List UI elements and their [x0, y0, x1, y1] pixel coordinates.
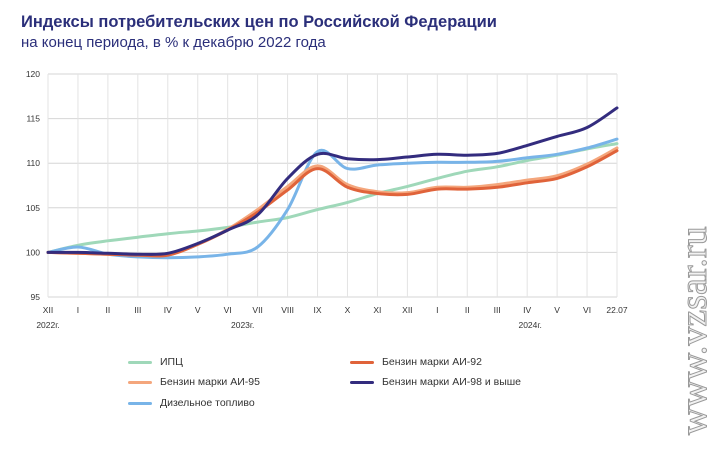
legend-label: Дизельное топливо — [160, 397, 255, 409]
chart-subtitle: на конец периода, в % к декабрю 2022 год… — [21, 34, 326, 51]
x-tick-label: XII — [402, 305, 412, 315]
y-tick-label: 95 — [31, 292, 41, 302]
chart-title: Индексы потребительских цен по Российско… — [21, 13, 497, 31]
y-tick-label: 115 — [26, 114, 40, 124]
y-tick-label: 100 — [26, 247, 40, 257]
legend-swatch — [350, 360, 374, 364]
x-tick-label: XI — [373, 305, 381, 315]
x-tick-label: X — [345, 305, 351, 315]
series-lines — [46, 106, 619, 260]
legend-item-cpi: ИПЦ — [128, 356, 183, 368]
x-tick-label: VIII — [281, 305, 294, 315]
series-line-5 — [46, 137, 619, 260]
y-axis: 95 100 105 110 115 120 — [26, 69, 40, 302]
x-axis: XII I II III IV V VI VII VIII IX X XI XII I II III IV V VI… — [36, 305, 628, 330]
legend-label: Бензин марки АИ-95 — [160, 376, 260, 388]
legend-swatch — [128, 380, 152, 384]
x-tick-label: V — [554, 305, 560, 315]
x-tick-label: I — [77, 305, 79, 315]
legend-item-ai98: Бензин марки АИ-98 и выше — [350, 376, 521, 388]
x-tick-label: 22.07 — [606, 305, 628, 315]
x-tick-label: VI — [583, 305, 591, 315]
legend-item-diesel: Дизельное топливо — [128, 397, 255, 409]
legend-item-ai95: Бензин марки АИ-95 — [128, 376, 260, 388]
legend: ИПЦ Бензин марки АИ-92 Бензин марки АИ-9… — [128, 356, 598, 416]
series-line-1 — [46, 142, 619, 254]
grid-lines — [47, 73, 618, 298]
year-label: 2022г. — [36, 320, 59, 330]
x-tick-label: VI — [224, 305, 232, 315]
x-tick-label: IV — [523, 305, 531, 315]
legend-label: ИПЦ — [160, 356, 183, 368]
legend-swatch — [350, 380, 374, 384]
legend-swatch — [128, 360, 152, 364]
x-tick-label: III — [134, 305, 141, 315]
legend-swatch — [128, 401, 152, 405]
legend-label: Бензин марки АИ-92 — [382, 356, 482, 368]
x-tick-label: II — [465, 305, 470, 315]
legend-item-ai92: Бензин марки АИ-92 — [350, 356, 482, 368]
x-tick-label: XII — [43, 305, 53, 315]
x-tick-label: III — [494, 305, 501, 315]
x-tick-label: I — [436, 305, 438, 315]
watermark: www.vzsar.ru — [673, 226, 716, 436]
year-label: 2024г. — [518, 320, 541, 330]
y-tick-label: 110 — [26, 158, 40, 168]
series-line-4 — [46, 106, 619, 256]
series-line-3 — [46, 146, 619, 258]
y-tick-label: 120 — [26, 69, 40, 79]
legend-label: Бензин марки АИ-98 и выше — [382, 376, 522, 388]
y-tick-label: 105 — [26, 203, 40, 213]
year-label: 2023г. — [231, 320, 254, 330]
x-tick-label: IV — [164, 305, 172, 315]
series-line-2 — [46, 149, 619, 258]
x-tick-label: IX — [314, 305, 322, 315]
x-tick-label: II — [106, 305, 111, 315]
x-tick-label: VII — [252, 305, 262, 315]
watermark-text: www.vzsar.ru — [673, 226, 715, 435]
x-tick-label: V — [195, 305, 201, 315]
